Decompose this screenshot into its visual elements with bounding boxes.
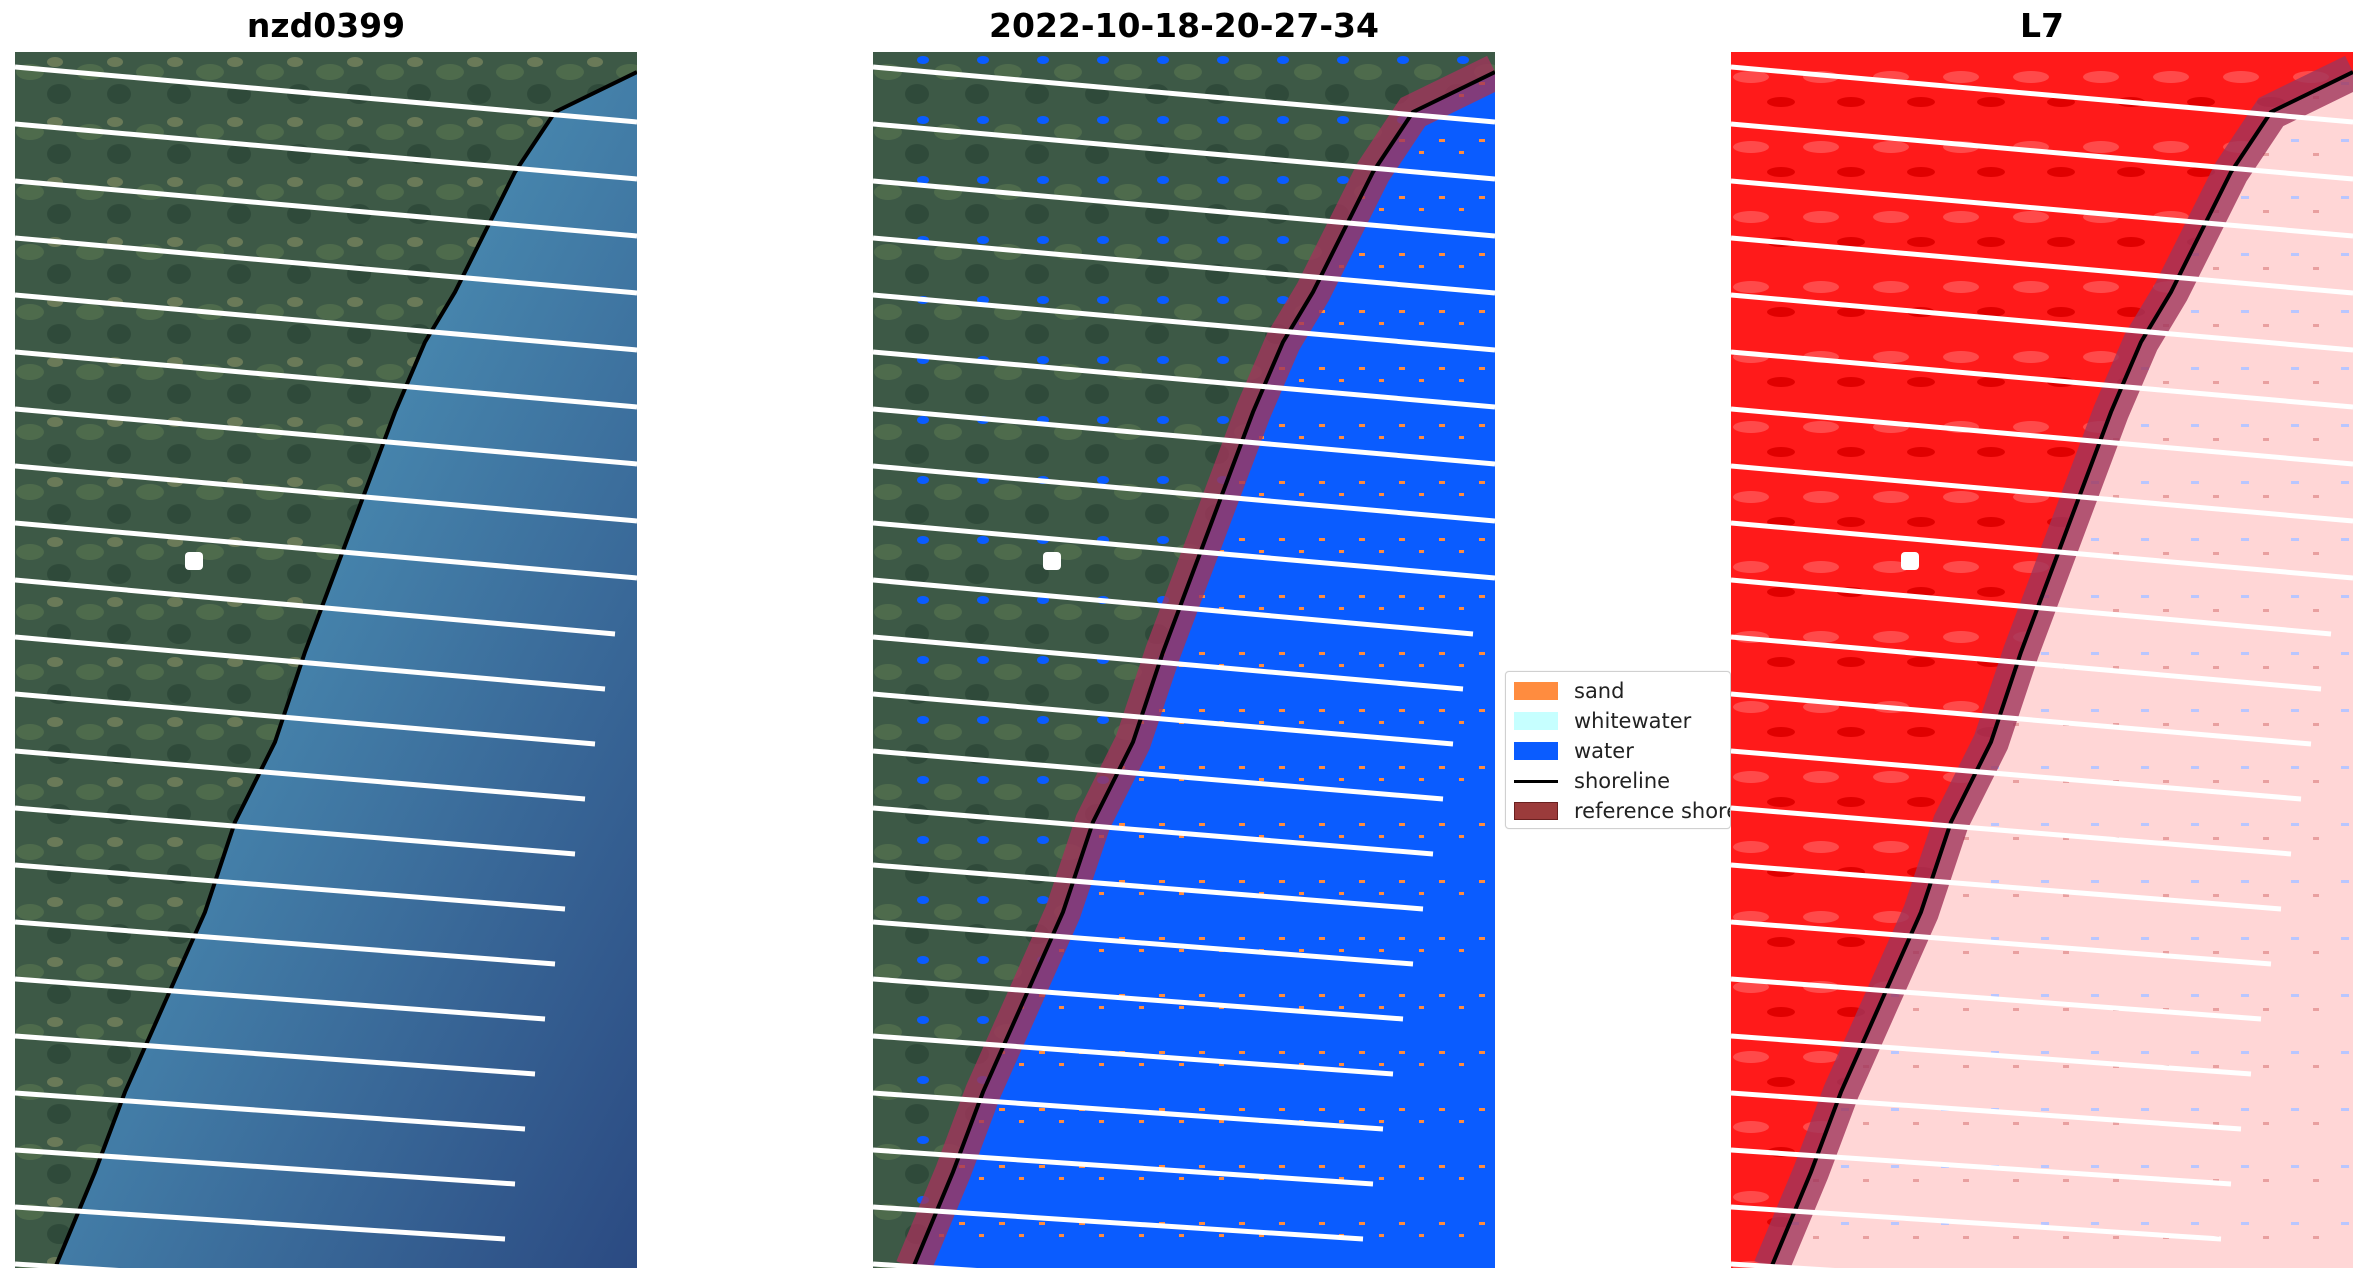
scan-line-gaps	[1731, 64, 2353, 1268]
legend-item-reference-shoreline: reference shoreline buffer	[1514, 799, 1730, 823]
legend-item-shoreline: shoreline	[1514, 769, 1670, 793]
shoreline-swatch	[1514, 779, 1558, 783]
panel-title-left: nzd0399	[246, 6, 406, 45]
rgb-image	[15, 52, 637, 1268]
legend-item-sand: sand	[1514, 679, 1624, 703]
rgb-image-panel	[15, 52, 637, 1268]
whitewater-swatch	[1514, 712, 1558, 730]
shoreline	[53, 70, 637, 1268]
classified-image	[873, 52, 1495, 1268]
sand-swatch	[1514, 682, 1558, 700]
reference-shoreline-swatch	[1514, 802, 1558, 820]
panel-title-right: L7	[2020, 6, 2064, 45]
legend-item-water: water	[1514, 739, 1634, 763]
water-swatch	[1514, 742, 1558, 760]
legend: sand whitewater water shoreline referenc…	[1505, 671, 1731, 829]
shoreline	[1769, 70, 2353, 1268]
classified-image-panel	[873, 52, 1495, 1268]
legend-item-whitewater: whitewater	[1514, 709, 1691, 733]
index-image-panel	[1731, 52, 2353, 1268]
panel-title-middle: 2022-10-18-20-27-34	[989, 6, 1379, 45]
index-image	[1731, 52, 2353, 1268]
scan-line-gaps	[15, 64, 637, 1268]
scan-line-gaps	[873, 64, 1495, 1268]
shoreline	[911, 70, 1495, 1268]
